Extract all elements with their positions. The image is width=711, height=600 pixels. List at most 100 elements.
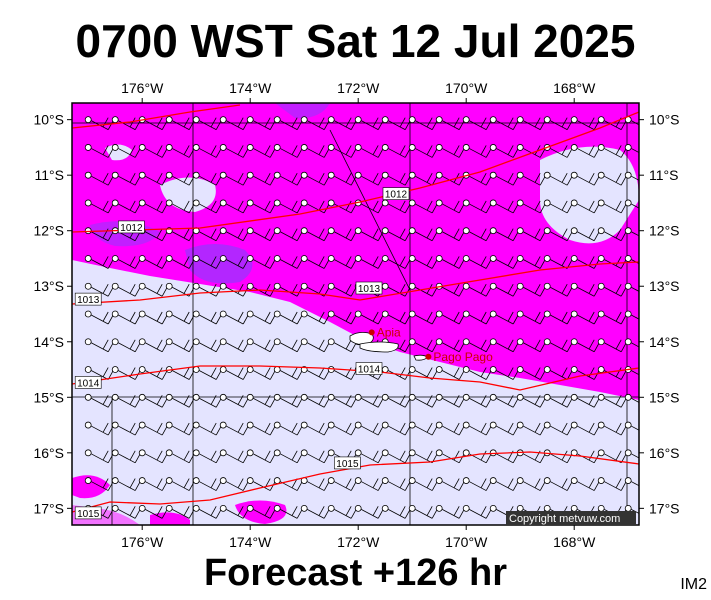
wind-barb: [273, 421, 303, 436]
wind-barb: [327, 504, 357, 519]
calm-patch-b: [160, 177, 216, 212]
map-axes: 176°W 176°W 174°W 174°W 172°W 172°W 170°W 170°W…: [33, 80, 679, 550]
wind-barb: [327, 255, 357, 269]
wind-barb: [597, 477, 627, 491]
wind-barb: [246, 504, 276, 519]
wind-barb: [489, 116, 519, 131]
wind-barb: [273, 144, 303, 158]
wind-barb: [462, 227, 492, 242]
wind-barb: [84, 227, 114, 242]
wind-barb: [138, 393, 168, 408]
wind-barb: [543, 199, 573, 214]
lat-label-right: 14°S: [649, 334, 680, 350]
wind-barb: [489, 282, 519, 297]
wind-barb: [516, 255, 546, 269]
wind-barb: [300, 421, 330, 436]
wind-barb: [300, 171, 330, 186]
wind-barb: [543, 282, 573, 297]
wind-barb: [462, 116, 492, 131]
wind-barb: [489, 199, 519, 214]
svg-text:1014: 1014: [77, 378, 100, 389]
wind-barb: [219, 366, 249, 380]
wind-barb: [462, 504, 492, 519]
wind-barb: [597, 144, 627, 158]
wind-barb: [543, 171, 573, 186]
wind-barb: [408, 116, 438, 131]
wind-barb: [273, 199, 303, 214]
wind-shading-south-b: [72, 475, 110, 499]
lon-label-top: 174°W: [229, 80, 272, 96]
wind-barb: [138, 366, 168, 380]
svg-text:1012: 1012: [385, 190, 408, 201]
wind-barb: [111, 310, 141, 325]
wind-barb: [219, 310, 249, 325]
wind-barb: [354, 504, 384, 519]
wind-barb: [381, 477, 411, 491]
wind-barb: [219, 144, 249, 158]
wind-barb: [570, 310, 600, 325]
wind-barb: [624, 310, 639, 320]
wind-barb: [246, 199, 276, 214]
wind-barb: [246, 171, 276, 186]
lon-label-top: 176°W: [121, 80, 164, 96]
lon-label-bottom: 170°W: [445, 534, 488, 550]
wind-barb: [111, 116, 141, 131]
wind-barb: [192, 477, 222, 491]
wind-barb: [489, 449, 519, 464]
wind-barb: [165, 171, 195, 186]
wind-barb: [192, 144, 222, 158]
wind-barb: [84, 449, 114, 464]
wind-barb: [192, 116, 222, 131]
wind-barb: [84, 477, 114, 491]
wind-barb: [462, 421, 492, 436]
wind-barb: [219, 477, 249, 491]
isobar-label: 1014: [74, 376, 102, 389]
wind-barb: [570, 199, 600, 214]
wind-barb: [300, 310, 330, 325]
wind-barb: [327, 393, 357, 408]
wind-barb: [543, 310, 573, 325]
isobar-label: 1013: [74, 292, 102, 306]
wind-barb: [84, 338, 114, 353]
wind-barb: [516, 477, 546, 491]
wind-barb: [192, 199, 222, 214]
wind-barb: [192, 282, 222, 297]
wind-barb: [489, 171, 519, 186]
wind-barb: [543, 227, 573, 242]
wind-barb: [381, 199, 411, 214]
wind-barb: [624, 199, 639, 209]
wind-barb: [111, 144, 141, 158]
wind-barb: [435, 199, 465, 214]
wind-barb: [516, 227, 546, 242]
lon-label-bottom: 174°W: [229, 534, 272, 550]
wind-barb: [138, 171, 168, 186]
wind-barb: [192, 255, 222, 269]
wind-barb: [84, 282, 114, 297]
wind-barb: [138, 421, 168, 436]
wind-barb: [597, 199, 627, 214]
wind-barb: [327, 116, 357, 131]
wind-barb: [408, 393, 438, 408]
wind-barb: [246, 477, 276, 491]
wind-barb: [381, 393, 411, 408]
wind-barb: [273, 227, 303, 242]
wind-barb: [327, 338, 357, 353]
wind-barb: [165, 421, 195, 436]
wind-barb: [111, 171, 141, 186]
wind-barb: [462, 310, 492, 325]
wind-barb: [273, 477, 303, 491]
wind-barb: [489, 393, 519, 408]
wind-barb: [246, 421, 276, 436]
lat-label-left: 17°S: [33, 500, 64, 516]
wind-barb: [597, 227, 627, 242]
wind-barb: [273, 449, 303, 464]
wind-barb: [84, 199, 114, 214]
lat-label-left: 11°S: [35, 167, 64, 183]
wind-barb: [327, 310, 357, 325]
wind-barb: [381, 227, 411, 242]
lat-label-left: 13°S: [33, 278, 64, 294]
wind-barb: [543, 116, 573, 131]
wind-barb: [192, 393, 222, 408]
wind-barb: [408, 449, 438, 464]
